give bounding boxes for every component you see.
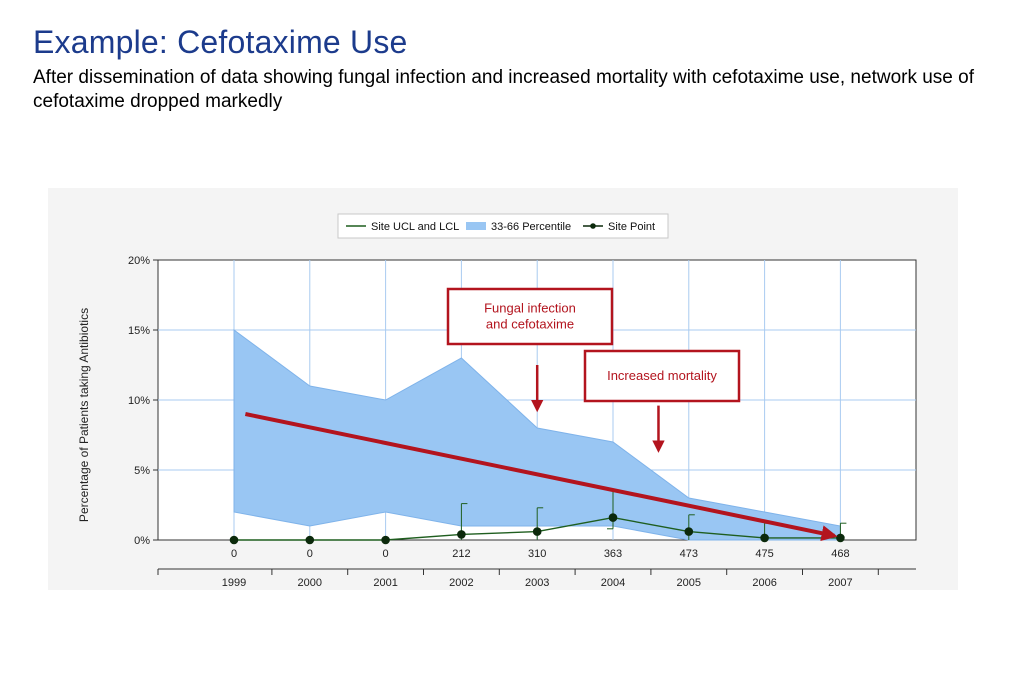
n-label: 468: [831, 548, 849, 560]
legend: Site UCL and LCL 33-66 Percentile Site Poi…: [337, 213, 669, 239]
y-tick-label: 0%: [134, 535, 150, 547]
site-point-marker: [836, 533, 845, 543]
n-label: 0: [307, 548, 313, 560]
x-tick-label: 2004: [601, 577, 625, 589]
y-tick-label: 10%: [128, 395, 150, 407]
x-tick-label: 2007: [828, 577, 852, 589]
y-tick-label: 20%: [128, 255, 150, 267]
legend-label: Site UCL and LCL: [371, 221, 459, 233]
x-tick-label: 2001: [373, 577, 397, 589]
axis-layer: 0% 5% 10% 15% 20% 0 0 0 212 310 363 473 475 468 1999 20…: [77, 255, 916, 589]
x-tick-label: 2003: [525, 577, 549, 589]
site-point-marker: [305, 535, 315, 545]
n-label: 0: [231, 548, 237, 560]
site-point-marker: [760, 533, 769, 543]
n-label: 475: [755, 548, 773, 560]
x-tick-label: 2006: [752, 577, 776, 589]
annotation-box: [446, 287, 614, 346]
legend-swatch-percentile: [466, 222, 486, 230]
legend-box: [337, 213, 669, 239]
site-point-marker: [684, 527, 694, 536]
site-point-marker: [229, 535, 239, 545]
y-tick-label: 15%: [128, 325, 150, 337]
x-tick-label: 2002: [449, 577, 473, 589]
legend-label: Site Point: [608, 221, 655, 233]
x-tick-label: 2005: [677, 577, 701, 589]
x-tick-label: 2000: [298, 577, 322, 589]
legend-label: 33-66 Percentile: [491, 221, 571, 233]
n-label: 212: [452, 548, 470, 560]
annotation-label: Increased mortality: [607, 368, 717, 383]
annotation-label: and cefotaxime: [486, 317, 574, 332]
annotation-label: Fungal infection: [484, 301, 576, 316]
site-point-layer: [229, 513, 845, 545]
legend-marker-site-point: [590, 223, 596, 229]
n-label: 473: [680, 548, 698, 560]
annotation-box: [583, 349, 741, 403]
x-tick-label: 1999: [222, 577, 246, 589]
y-tick-label: 5%: [134, 465, 150, 477]
site-point-marker: [381, 535, 390, 545]
site-point-marker: [532, 527, 542, 536]
antibiotic-use-chart: 0% 5% 10% 15% 20% 0 0 0 212 310 363 473 475 468 1999 20…: [77, 213, 917, 589]
slide-subtitle: After dissemination of data showing fung…: [33, 67, 975, 112]
y-axis-title: Percentage of Patients taking Antibiotic…: [77, 308, 91, 522]
n-label: 310: [528, 548, 546, 560]
slide-title: Example: Cefotaxime Use: [33, 24, 408, 60]
site-point-marker: [457, 530, 466, 539]
chart-panel: 0% 5% 10% 15% 20% 0 0 0 212 310 363 473 475 468 1999 20…: [48, 188, 958, 590]
n-label: 363: [604, 548, 622, 560]
n-label: 0: [383, 548, 389, 560]
trend-arrow: [244, 412, 838, 542]
site-point-marker: [608, 513, 618, 522]
